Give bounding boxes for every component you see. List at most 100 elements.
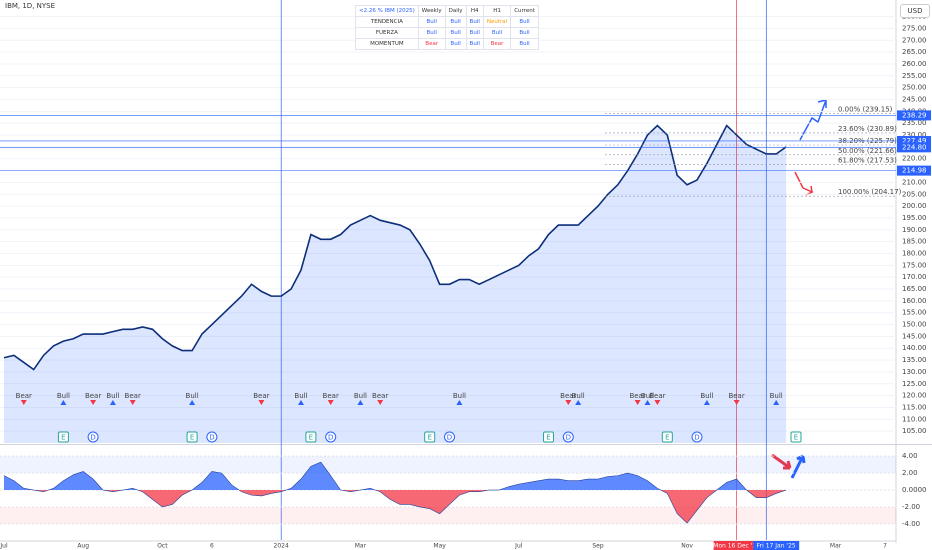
price-label-box — [897, 135, 931, 146]
fib-label: 23.60% (230.89) — [838, 125, 897, 133]
fib-label: 100.00% (204.17) — [838, 188, 902, 196]
signal-marker — [258, 400, 265, 405]
event-label: E — [427, 434, 431, 442]
signal-label: Bear — [372, 392, 388, 400]
event-badge — [444, 431, 455, 443]
table-cell: Bear — [417, 38, 446, 50]
table-cell: MOMENTUM — [355, 38, 419, 50]
fib-label: 61.80% (217.53) — [838, 157, 897, 165]
signal-marker — [20, 400, 27, 405]
event-label: D — [209, 434, 214, 442]
time-label-box — [713, 541, 760, 550]
y-tick-label: 170.00 — [902, 273, 927, 281]
event-badge — [305, 431, 317, 443]
y-tick-label: 195.00 — [902, 214, 927, 222]
signal-label: Bear — [629, 392, 645, 400]
table-cell: H1 — [482, 5, 512, 17]
table-cell: Bull — [465, 16, 484, 28]
y-tick-label: 110.00 — [902, 415, 927, 423]
y-tick-label: 140.00 — [902, 344, 927, 352]
x-tick-label: Fri 17 Jan '25 — [757, 543, 796, 550]
x-tick-label: Mar — [830, 543, 842, 550]
table-cell: Bull — [510, 27, 539, 39]
price-label: 214.98 — [902, 167, 927, 175]
table-cell: Bull — [482, 27, 512, 39]
x-tick-label: Nov — [681, 543, 693, 550]
table-cell: Bear — [482, 38, 512, 50]
y-tick-label: 185.00 — [902, 238, 927, 246]
y-tick-label: 120.00 — [902, 392, 927, 400]
y-tick-label: 155.00 — [902, 309, 927, 317]
event-label: E — [665, 434, 669, 442]
signal-label: Bear — [560, 392, 576, 400]
signal-label: Bull — [641, 392, 654, 400]
price-label-box — [897, 142, 931, 153]
fib-label: 0.00% (239.15) — [838, 105, 893, 113]
x-tick-label: Oct — [157, 543, 168, 550]
event-label: E — [794, 434, 798, 442]
price-area — [4, 125, 787, 443]
event-badge — [325, 431, 337, 443]
osc-tick-label: -2.00 — [902, 503, 920, 511]
y-tick-label: 230.00 — [902, 131, 927, 139]
x-tick-label: Jul — [0, 543, 8, 550]
table-cell: FUERZA — [355, 27, 419, 39]
signal-label: Bull — [453, 392, 466, 400]
event-badge — [206, 431, 218, 443]
event-badge — [57, 431, 69, 443]
x-tick-label: Jul — [514, 543, 523, 550]
signal-marker — [703, 400, 710, 405]
y-tick-label: 180.00 — [902, 249, 927, 257]
y-tick-label: 175.00 — [902, 261, 927, 269]
event-label: E — [309, 434, 313, 442]
table-cell: Bull — [417, 27, 446, 39]
price-label: 224.80 — [902, 143, 927, 151]
signal-marker — [357, 400, 364, 405]
y-tick-label: 125.00 — [902, 380, 927, 388]
currency-button[interactable]: USD — [900, 4, 930, 18]
event-badge — [186, 431, 198, 443]
table-cell: <2.26 % IBM (2025) — [355, 5, 419, 17]
signal-label: Bull — [57, 392, 70, 400]
signal-marker — [377, 400, 384, 405]
osc-tick-label: 2.00 — [902, 469, 918, 477]
signal-marker — [327, 400, 334, 405]
signal-label: Bear — [125, 392, 141, 400]
table-row: TENDENCIA Bull Bull Bull Neutral Bull — [355, 16, 539, 28]
table-cell: Daily — [444, 5, 467, 17]
x-tick-label: 6 — [210, 543, 214, 550]
event-badge — [790, 431, 802, 443]
y-tick-label: 200.00 — [902, 202, 927, 210]
osc-tick-label: -4.00 — [902, 520, 920, 528]
table-cell: Bull — [444, 16, 467, 28]
osc-band-upper — [0, 456, 896, 474]
signal-label: Bull — [572, 392, 585, 400]
signal-label: Bull — [700, 392, 713, 400]
y-tick-label: 255.00 — [902, 72, 927, 80]
osc-band-lower — [0, 506, 896, 524]
signal-marker — [773, 400, 780, 405]
price-label-box — [897, 110, 931, 121]
price-label-box — [897, 165, 931, 176]
signal-label: Bull — [186, 392, 199, 400]
table-row: <2.26 % IBM (2025) Weekly Daily H4 H1 Current — [355, 5, 539, 17]
table-cell: Bull — [417, 16, 446, 28]
price-label: 227.49 — [902, 137, 927, 145]
osc-tick-label: 0.0000 — [902, 486, 927, 494]
signal-label: Bear — [649, 392, 665, 400]
signal-marker — [456, 400, 463, 405]
y-tick-label: 145.00 — [902, 332, 927, 340]
event-badge — [691, 431, 703, 443]
x-tick-label: Sep — [592, 543, 604, 550]
oscillator-line — [3, 461, 787, 524]
event-label: D — [566, 434, 571, 442]
signal-marker — [60, 400, 67, 405]
signal-marker — [298, 400, 304, 405]
table-cell: Bull — [510, 16, 539, 28]
y-tick-label: 275.00 — [902, 24, 927, 32]
price-label: 238.29 — [902, 111, 927, 119]
event-label: D — [90, 434, 95, 442]
y-tick-label: 270.00 — [902, 36, 927, 44]
